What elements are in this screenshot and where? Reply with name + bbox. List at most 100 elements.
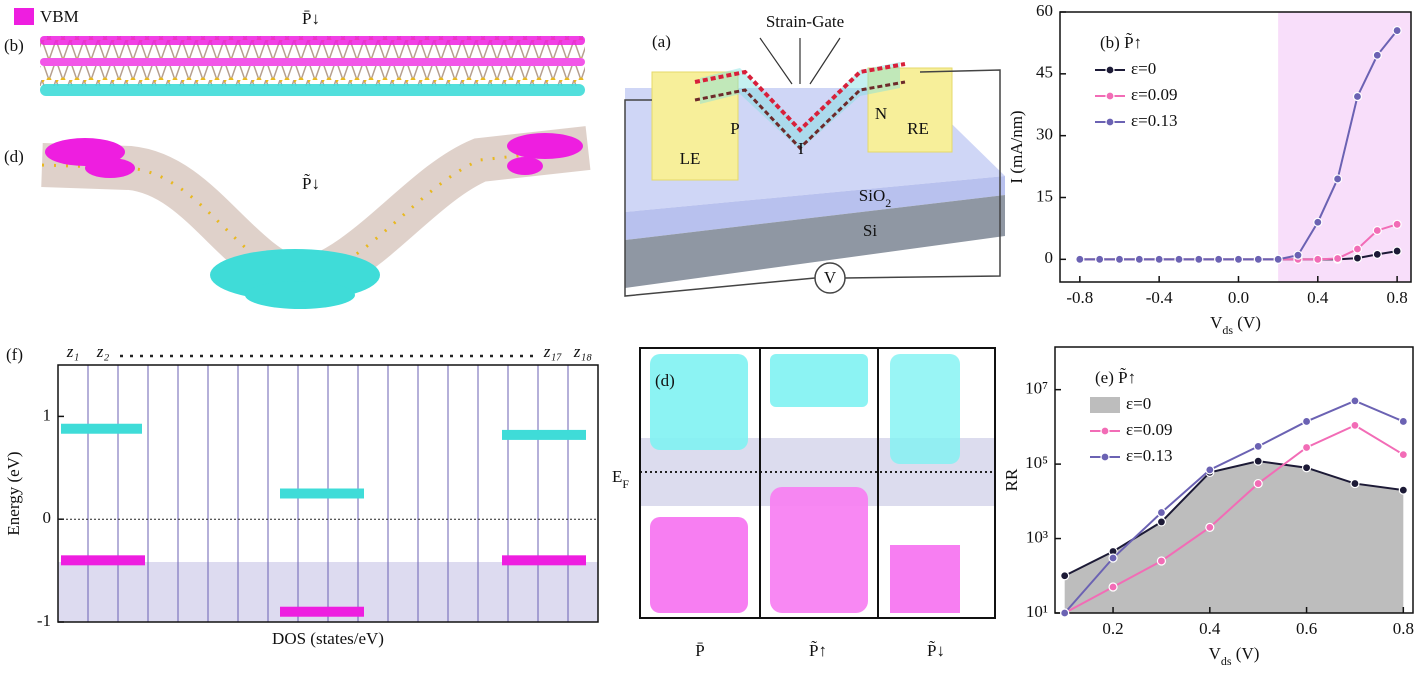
voltage-source <box>814 262 846 294</box>
layer-label: z₁₈ <box>573 342 593 361</box>
y-tick-label: 45 <box>1036 63 1053 82</box>
marker <box>1060 608 1070 618</box>
marker <box>1114 254 1125 264</box>
series-line <box>1064 460 1404 577</box>
legend-label: ε=0.13 <box>1126 446 1172 465</box>
marker <box>1060 571 1070 581</box>
marker <box>1350 420 1360 430</box>
text-part: 2 <box>885 196 891 210</box>
marker <box>1392 246 1402 256</box>
vbm-density <box>85 158 135 178</box>
structure-panels: VBM (b) P̄↓ (d) P̃↓ <box>4 7 591 309</box>
marker <box>1156 507 1167 518</box>
gate-arrows <box>759 37 841 85</box>
band-edge <box>280 606 364 617</box>
band-edge <box>502 429 586 440</box>
marker <box>1372 225 1382 236</box>
legend-marker <box>1100 426 1110 436</box>
wire <box>844 69 1001 279</box>
legend-swatch <box>1090 397 1120 413</box>
marker <box>1372 249 1382 259</box>
marker <box>1253 456 1263 466</box>
marker <box>1253 441 1263 451</box>
marker <box>1392 25 1402 36</box>
panel-label: (d) <box>655 371 675 390</box>
marker <box>1075 254 1085 264</box>
text-part: ds <box>1222 323 1233 337</box>
x-tick-label: 0.0 <box>1228 288 1249 307</box>
marker <box>1392 219 1402 229</box>
x-tick-label: -0.8 <box>1066 288 1093 307</box>
valence-band <box>650 517 748 613</box>
vbm-density <box>507 133 583 159</box>
y-tick-label: 10⁵ <box>1025 453 1048 472</box>
molecule <box>694 80 906 151</box>
marker <box>1352 253 1363 263</box>
marker <box>1134 254 1144 264</box>
frame <box>639 347 996 619</box>
layer-label: z₁ <box>66 342 80 361</box>
marker <box>1352 244 1363 254</box>
legend-marker <box>1105 91 1115 101</box>
text-part: (V) <box>1232 644 1260 663</box>
band-diagram: (d) EF P̄ P̃↑ P̃↓ <box>612 347 996 660</box>
conduction-band <box>650 354 748 450</box>
y-tick-label: 10¹ <box>1026 602 1048 621</box>
valence-band <box>770 487 868 613</box>
substrate-label: Si <box>863 221 877 240</box>
x-tick-label: 0.2 <box>1102 619 1123 638</box>
region-label: I <box>798 139 804 158</box>
x-tick-label: 0.8 <box>1386 288 1407 307</box>
band-edge <box>502 555 586 566</box>
vbm-density <box>40 36 585 45</box>
marker <box>1273 254 1283 264</box>
panel-label: (a) <box>652 32 671 51</box>
layer-label: z₁₇ <box>543 342 563 361</box>
text-part: E <box>612 467 622 486</box>
marker <box>1350 478 1360 489</box>
valence-band <box>890 545 960 613</box>
plot-frame <box>1054 346 1414 614</box>
y-tick-label: 30 <box>1036 125 1053 144</box>
x-tick-label: 0.6 <box>1296 619 1317 638</box>
marker <box>1156 517 1167 527</box>
y-axis-label: Energy (eV) <box>4 451 23 535</box>
band-edge <box>280 488 364 499</box>
region-label: P <box>730 119 739 138</box>
marker <box>1301 416 1312 427</box>
layer <box>40 66 585 86</box>
legend-marker <box>1100 452 1110 462</box>
x-axis-label: Vds (V) <box>1210 313 1261 337</box>
conduction-band <box>890 354 960 464</box>
band-edge <box>61 555 145 566</box>
plot-frame <box>57 364 599 623</box>
marker <box>1233 254 1244 264</box>
voltage-label: V <box>824 268 837 287</box>
series-line <box>1063 399 1404 614</box>
conduction-band <box>770 354 868 407</box>
oxide-label: SiO2 <box>859 186 891 210</box>
marker <box>1372 50 1382 60</box>
y-axis-label: RR <box>1002 468 1021 491</box>
band-edge <box>61 423 142 434</box>
oxide-front <box>625 176 1005 240</box>
panel-label: (f) <box>6 345 23 364</box>
marker <box>1352 91 1363 102</box>
plot-frame <box>1059 11 1412 283</box>
series-line <box>1064 424 1404 614</box>
state-label: P̄ <box>695 641 704 660</box>
marker <box>1350 396 1360 406</box>
state-label: P̄↓ <box>302 9 320 28</box>
marker <box>1398 416 1408 427</box>
marker <box>1398 485 1408 495</box>
y-tick-label: 15 <box>1036 186 1053 205</box>
legend-marker <box>1105 65 1115 75</box>
x-axis-label: Vds (V) <box>1209 644 1260 668</box>
left-electrode <box>651 71 739 181</box>
legend-label: ε=0.09 <box>1131 85 1177 104</box>
marker <box>1156 556 1167 566</box>
wire <box>624 99 816 297</box>
vbm-density <box>507 157 543 175</box>
marker <box>1253 478 1263 489</box>
